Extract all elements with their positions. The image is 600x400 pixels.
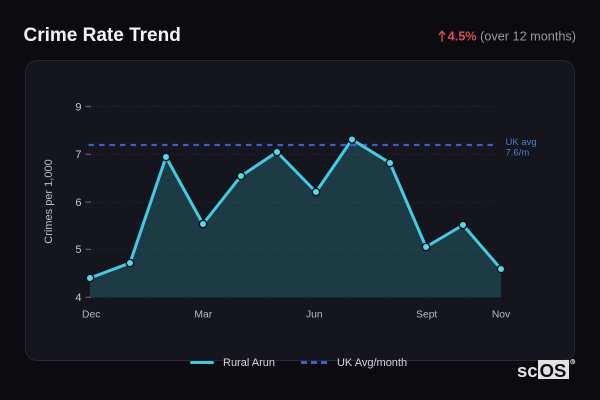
svg-text:Sept: Sept	[416, 310, 437, 321]
svg-text:Jun: Jun	[306, 310, 323, 321]
svg-text:UK avg: UK avg	[506, 137, 537, 148]
svg-text:9: 9	[75, 101, 81, 113]
svg-text:Dec: Dec	[82, 310, 100, 321]
svg-text:6: 6	[75, 197, 81, 209]
svg-text:Nov: Nov	[492, 310, 511, 321]
svg-text:Mar: Mar	[194, 310, 212, 321]
svg-text:4: 4	[75, 292, 81, 304]
svg-text:Crimes per 1,000: Crimes per 1,000	[43, 159, 55, 243]
svg-text:5: 5	[75, 244, 81, 256]
svg-text:7: 7	[75, 149, 81, 161]
svg-text:7.6/m: 7.6/m	[506, 147, 530, 158]
